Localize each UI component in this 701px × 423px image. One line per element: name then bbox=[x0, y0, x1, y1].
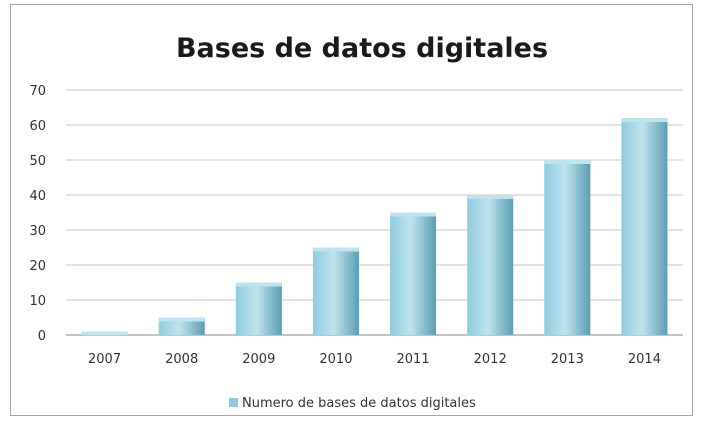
y-tick-label: 10 bbox=[29, 294, 46, 309]
bar bbox=[158, 317, 205, 335]
chart-title: Bases de datos digitales bbox=[176, 33, 548, 64]
y-axis-ticks: 0 10 20 30 40 50 60 70 bbox=[29, 84, 46, 344]
bar-top-highlight bbox=[621, 118, 668, 122]
bar-2009 bbox=[235, 282, 282, 335]
legend-swatch bbox=[229, 398, 238, 407]
bar bbox=[235, 282, 282, 335]
y-tick-label: 40 bbox=[29, 189, 46, 204]
x-tick-label: 2007 bbox=[88, 352, 121, 367]
bar-2007 bbox=[81, 331, 128, 335]
chart-frame: Bases de datos digitales 0 10 20 30 40 50 60 70… bbox=[10, 4, 693, 416]
bar-top-highlight bbox=[467, 195, 514, 199]
grid-lines bbox=[66, 89, 683, 336]
legend: Numero de bases de datos digitales bbox=[229, 396, 476, 411]
x-tick-label: 2013 bbox=[551, 352, 584, 367]
bar-top-highlight bbox=[544, 160, 591, 164]
y-tick-label: 50 bbox=[29, 154, 46, 169]
bar-2008 bbox=[158, 317, 205, 335]
bars bbox=[81, 118, 668, 335]
bar-2013 bbox=[544, 160, 591, 335]
y-tick-label: 60 bbox=[29, 119, 46, 134]
bar bbox=[544, 160, 591, 335]
bar-chart: Bases de datos digitales 0 10 20 30 40 50 60 70… bbox=[29, 33, 683, 411]
x-tick-label: 2011 bbox=[397, 352, 430, 367]
bar-top-highlight bbox=[312, 247, 359, 252]
y-tick-label: 20 bbox=[29, 259, 46, 274]
bar-2014 bbox=[621, 118, 668, 335]
x-tick-label: 2009 bbox=[242, 352, 275, 367]
bar-top-highlight bbox=[390, 212, 437, 217]
y-tick-label: 70 bbox=[29, 84, 46, 99]
bar bbox=[312, 247, 359, 335]
bar-2012 bbox=[467, 195, 514, 335]
bar-top-highlight bbox=[235, 282, 282, 287]
bar-2010 bbox=[312, 247, 359, 335]
x-tick-label: 2014 bbox=[628, 352, 661, 367]
bar bbox=[390, 212, 437, 335]
bar bbox=[467, 195, 514, 335]
y-tick-label: 0 bbox=[38, 329, 46, 344]
x-tick-label: 2012 bbox=[474, 352, 507, 367]
x-tick-label: 2010 bbox=[319, 352, 352, 367]
bar-top-highlight bbox=[81, 331, 128, 335]
legend-label: Numero de bases de datos digitales bbox=[242, 396, 476, 411]
y-tick-label: 30 bbox=[29, 224, 46, 239]
bar bbox=[621, 118, 668, 335]
bar-top-highlight bbox=[158, 317, 205, 322]
bar-2011 bbox=[390, 212, 437, 335]
x-tick-label: 2008 bbox=[165, 352, 198, 367]
x-axis-ticks: 2007 2008 2009 2010 2011 2012 2013 2014 bbox=[88, 352, 661, 367]
